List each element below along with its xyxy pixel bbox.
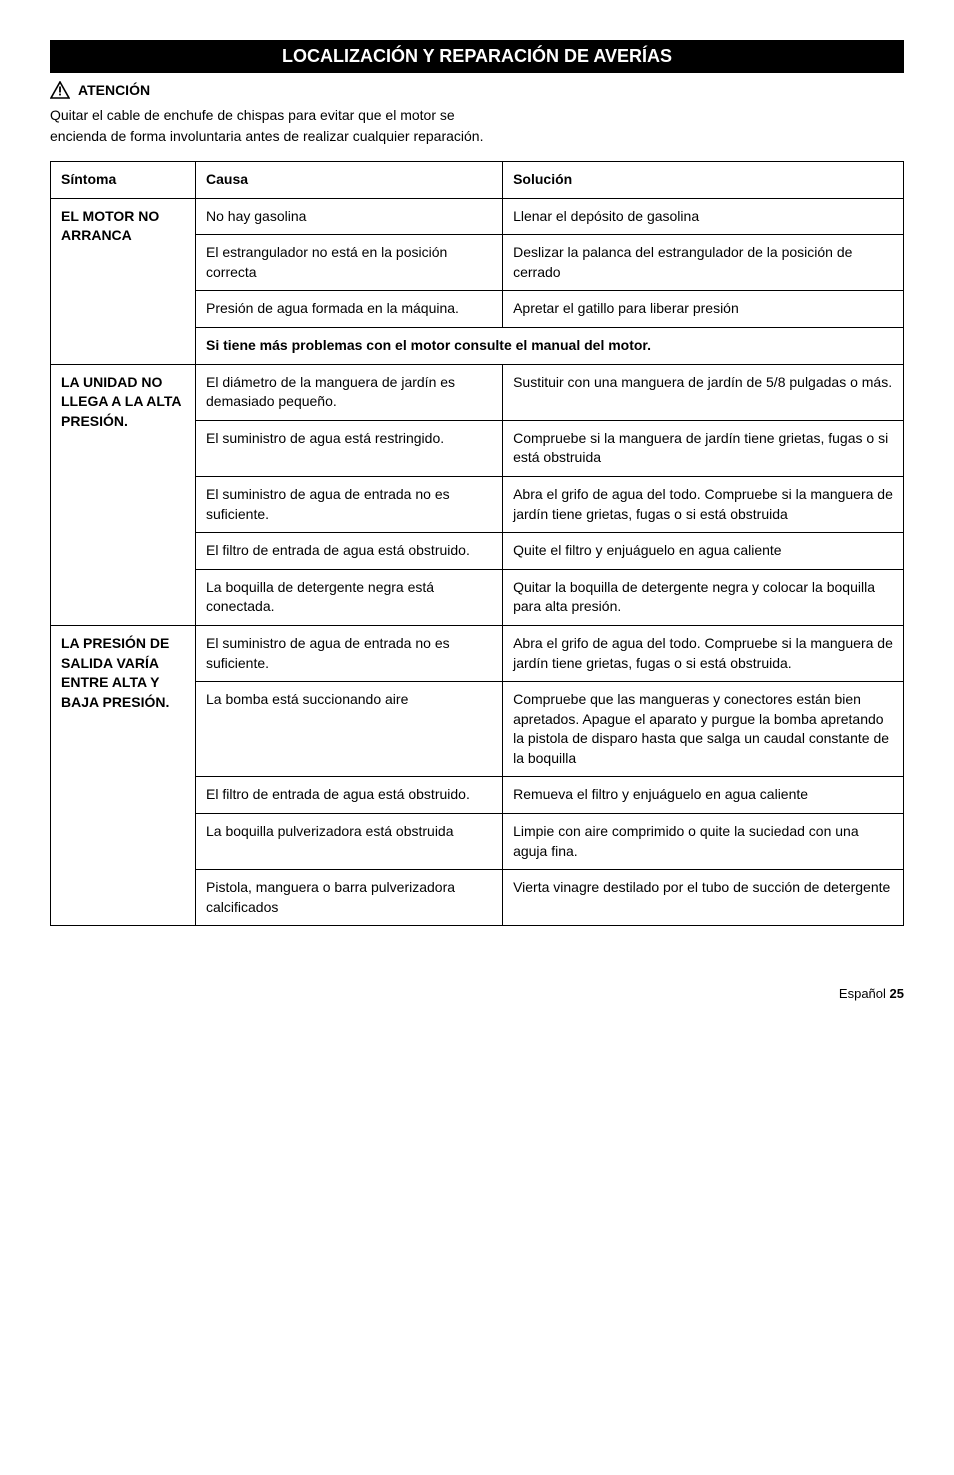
solution-cell: Deslizar la palanca del estrangulador de… — [503, 235, 904, 291]
cause-cell: La boquilla de detergente negra está con… — [196, 569, 503, 625]
solution-cell: Limpie con aire comprimido o quite la su… — [503, 814, 904, 870]
cause-cell: Pistola, manguera o barra pulverizadora … — [196, 870, 503, 926]
attention-label: ATENCIÓN — [78, 82, 150, 98]
cause-cell: La boquilla pulverizadora está obstruida — [196, 814, 503, 870]
solution-cell: Abra el grifo de agua del todo. Comprueb… — [503, 625, 904, 681]
solution-cell: Compruebe que las mangueras y conectores… — [503, 682, 904, 777]
solution-cell: Apretar el gatillo para liberar presión — [503, 291, 904, 328]
solution-cell: Sustituir con una manguera de jardín de … — [503, 364, 904, 420]
symptom-cell: LA UNIDAD NO LLEGA A LA ALTA PRESIÓN. — [51, 364, 196, 625]
solution-cell: Quitar la boquilla de detergente negra y… — [503, 569, 904, 625]
symptom-cell: LA PRESIÓN DE SALIDA VARÍA ENTRE ALTA Y … — [51, 625, 196, 926]
cause-cell: El filtro de entrada de agua está obstru… — [196, 533, 503, 570]
cause-cell: El suministro de agua está restringido. — [196, 420, 503, 476]
page-footer: Español 25 — [50, 986, 904, 1001]
cause-cell: El diámetro de la manguera de jardín es … — [196, 364, 503, 420]
solution-cell: Vierta vinagre destilado por el tubo de … — [503, 870, 904, 926]
col-sintoma: Síntoma — [51, 162, 196, 199]
cause-cell: La bomba está succionando aire — [196, 682, 503, 777]
col-solucion: Solución — [503, 162, 904, 199]
table-row: EL MOTOR NO ARRANCA No hay gasolina Llen… — [51, 198, 904, 235]
cause-cell: El suministro de agua de entrada no es s… — [196, 476, 503, 532]
footer-lang: Español — [839, 986, 886, 1001]
cause-cell: El filtro de entrada de agua está obstru… — [196, 777, 503, 814]
warning-icon — [50, 81, 70, 99]
solution-cell: Remueva el filtro y enjuáguelo en agua c… — [503, 777, 904, 814]
intro-text: Quitar el cable de enchufe de chispas pa… — [50, 105, 490, 147]
table-header-row: Síntoma Causa Solución — [51, 162, 904, 199]
footer-page: 25 — [890, 986, 904, 1001]
solution-cell: Llenar el depósito de gasolina — [503, 198, 904, 235]
symptom-cell: EL MOTOR NO ARRANCA — [51, 198, 196, 364]
attention-row: ATENCIÓN — [50, 81, 904, 99]
table-row: LA PRESIÓN DE SALIDA VARÍA ENTRE ALTA Y … — [51, 625, 904, 681]
col-causa: Causa — [196, 162, 503, 199]
cause-cell: El suministro de agua de entrada no es s… — [196, 625, 503, 681]
cause-cell: No hay gasolina — [196, 198, 503, 235]
solution-cell: Abra el grifo de agua del todo. Comprueb… — [503, 476, 904, 532]
solution-cell: Quite el filtro y enjuáguelo en agua cal… — [503, 533, 904, 570]
cause-cell: Presión de agua formada en la máquina. — [196, 291, 503, 328]
troubleshooting-table: Síntoma Causa Solución EL MOTOR NO ARRAN… — [50, 161, 904, 926]
cause-cell: El estrangulador no está en la posición … — [196, 235, 503, 291]
table-row: LA UNIDAD NO LLEGA A LA ALTA PRESIÓN. El… — [51, 364, 904, 420]
note-cell: Si tiene más problemas con el motor cons… — [196, 327, 904, 364]
section-header: LOCALIZACIÓN Y REPARACIÓN DE AVERÍAS — [50, 40, 904, 73]
solution-cell: Compruebe si la manguera de jardín tiene… — [503, 420, 904, 476]
